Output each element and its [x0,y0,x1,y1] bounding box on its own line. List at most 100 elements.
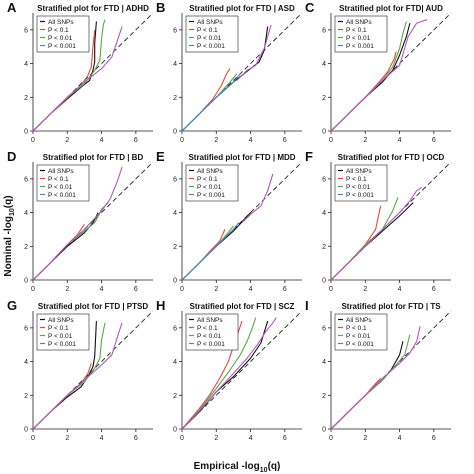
panel-f-x-tick-label: 4 [398,286,402,293]
panel-g-legend-entry-3: P < 0.001 [48,341,76,348]
panel-a-legend-entry-0: All SNPs [48,19,74,26]
panel-e-legend-entry-3: P < 0.001 [197,192,225,199]
panel-d-legend-box [36,164,90,202]
panel-d-x-tick-label: 2 [65,286,69,293]
panel-e-x-tick-label: 0 [180,286,184,293]
panel-g: G Stratified plot for FTD | PTSD 0 2 4 6 0 2 4 6 A… [7,298,154,442]
panel-i-x-tick-label: 4 [398,435,402,442]
panel-g-x-tick-label: 6 [134,435,138,442]
panel-f-x-tick-label: 6 [432,286,436,293]
panel-h-legend-box [185,313,239,351]
panel-f-y-tick-label: 6 [322,176,326,183]
panel-a-x-tick-label: 4 [100,137,104,144]
global-y-axis-label-tail: (q) [3,195,14,208]
panel-e-series-4 [241,173,274,224]
panel-i-series-3 [330,326,421,430]
panel-c-y-tick-label: 6 [322,27,326,34]
panel-h-legend-entry-3: P < 0.001 [197,341,225,348]
panel-b-y-tick-label: 2 [173,95,177,102]
global-x-axis-label: Empirical -log10(q) [194,461,281,474]
panel-h-x-tick-label: 6 [283,435,287,442]
global-y-axis-label-sub: 10 [9,208,16,216]
panel-h-x-tick-label: 0 [180,435,184,442]
panel-d-legend-entry-0: All SNPs [48,168,74,175]
panel-f-x-tick-label: 2 [363,286,367,293]
panel-g-y-tick-label: 0 [24,427,28,434]
panel-f-y-tick-label: 4 [322,210,326,217]
panel-f-letter: F [305,149,313,164]
panel-h-legend-entry-2: P < 0.01 [197,333,222,340]
panel-g-y-tick-label: 4 [24,359,28,366]
panel-h-series-3 [181,317,277,430]
panel-b-y-tick-label: 0 [173,129,177,136]
panel-b: B Stratified plot for FTD | ASD 0 2 4 6 0 2 4 6 Al… [156,0,303,144]
panel-e: E Stratified plot for FTD | MDD 0 2 4 6 0 2 4 6 Al… [156,149,303,293]
panel-g-y-tick-label: 2 [24,393,28,400]
panel-c-legend-entry-1: P < 0.1 [346,27,367,34]
panel-e-y-tick-label: 6 [173,176,177,183]
panel-h-y-tick-label: 0 [173,427,177,434]
panel-g-title: Stratified plot for FTD | PTSD [38,302,148,311]
panel-h-series-0 [181,320,269,430]
panel-g-x-tick-label: 4 [100,435,104,442]
panel-d-series-3 [32,166,123,281]
panel-i-x-tick-label: 6 [432,435,436,442]
panel-b-x-tick-label: 2 [214,137,218,144]
panel-h-x-tick-label: 4 [249,435,253,442]
panel-f-x-tick-label: 0 [329,286,333,293]
panel-i-title: Stratified plot for FTD | TS [341,302,441,311]
panel-h-y-tick-label: 2 [173,393,177,400]
panel-a-y-tick-label: 4 [24,61,28,68]
panel-a-legend-entry-2: P < 0.01 [48,35,73,42]
panel-e-x-tick-label: 6 [283,286,287,293]
panel-c-series-3 [330,19,428,132]
panel-g-series-3 [32,322,123,430]
panel-i-y-tick-label: 6 [322,325,326,332]
panel-b-y-tick-label: 6 [173,27,177,34]
panel-a-letter: A [7,0,17,15]
panel-f-title: Stratified plot for FTD | OCD [338,153,445,162]
panel-b-y-tick-label: 4 [173,61,177,68]
panel-d-x-tick-label: 6 [134,286,138,293]
panel-d-y-tick-label: 0 [24,278,28,285]
panel-c-y-tick-label: 4 [322,61,326,68]
panel-a-legend-entry-3: P < 0.001 [48,43,76,50]
panel-b-series-3 [181,73,241,132]
panel-d-legend-entry-1: P < 0.1 [48,176,69,183]
panel-c: C Stratified plot for FTD| AUD 0 2 4 6 0 2 4 6 All… [305,0,452,144]
global-y-axis-label-main: Nominal -log [3,216,14,277]
panel-c-x-tick-label: 0 [329,137,333,144]
panel-f-legend-entry-3: P < 0.001 [346,192,374,199]
panel-c-legend-entry-0: All SNPs [346,19,372,26]
panel-i-y-tick-label: 2 [322,393,326,400]
panel-c-y-tick-label: 0 [322,129,326,136]
panel-b-legend-entry-0: All SNPs [197,19,223,26]
panel-e-title: Stratified plot for FTD | MDD [188,153,295,162]
panel-e-series-1 [181,229,226,281]
panel-e-y-tick-label: 0 [173,278,177,285]
panel-d-letter: D [7,149,16,164]
panel-b-x-tick-label: 6 [283,137,287,144]
panel-d-legend-entry-2: P < 0.01 [48,184,73,191]
panel-h-x-tick-label: 2 [214,435,218,442]
panel-g-legend-entry-2: P < 0.01 [48,333,73,340]
panel-f-y-tick-label: 2 [322,244,326,251]
panel-i-y-tick-label: 4 [322,359,326,366]
panel-e-legend-entry-2: P < 0.01 [197,184,222,191]
panel-grid: A Stratified plot for FTD | ADHD 0 2 4 6 0 2 4 6 A… [7,0,452,442]
panel-h-title: Stratified plot for FTD | SCZ [190,302,295,311]
panel-a-series-3 [32,26,123,132]
panel-b-letter: B [156,0,165,15]
panel-b-title: Stratified plot for FTD | ASD [189,4,295,13]
panel-i-x-tick-label: 2 [363,435,367,442]
panel-h-series-2 [181,317,257,430]
panel-c-series-1 [330,51,397,132]
panel-d-x-tick-label: 4 [100,286,104,293]
global-x-axis-label-sub: 10 [260,467,268,474]
panel-i-legend-entry-1: P < 0.1 [346,325,367,332]
panel-g-legend-entry-0: All SNPs [48,317,74,324]
panel-i-legend-entry-2: P < 0.01 [346,333,371,340]
panel-e-letter: E [156,149,165,164]
panel-a-legend-entry-1: P < 0.1 [48,27,69,34]
